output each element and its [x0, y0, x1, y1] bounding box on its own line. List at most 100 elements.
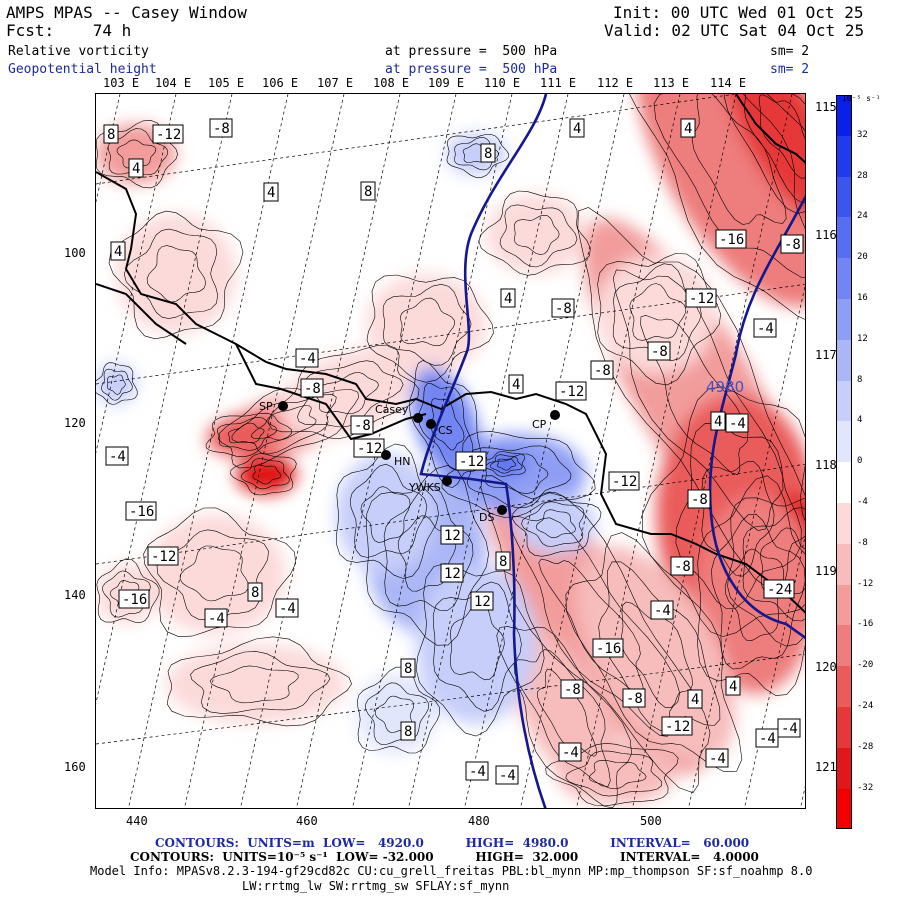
contour-label-box: -16: [125, 501, 157, 521]
vorticity-contour: [179, 545, 249, 602]
contour-label-text: -8: [213, 121, 230, 137]
contour-label-text: -24: [767, 582, 792, 598]
contour-label-box: -12: [685, 288, 717, 308]
contour-label-box: 8: [360, 181, 376, 201]
contour-label-text: 8: [107, 127, 115, 143]
vorticity-contour: [205, 412, 292, 458]
contour-label-box: -4: [650, 600, 674, 620]
contour-label-text: -4: [299, 351, 316, 367]
contour-label-text: -8: [594, 363, 611, 379]
contour-label-box: -12: [661, 716, 693, 736]
label-box-frame: [465, 761, 489, 781]
label-box-frame: [608, 471, 640, 491]
vorticity-anomaly: [236, 454, 296, 494]
vorticity-contour: [267, 344, 420, 440]
station-label: DS: [479, 511, 494, 524]
vorticity-contour: [96, 362, 138, 405]
top-lon-label: 109 E: [428, 76, 465, 90]
x-tick-label: 460: [296, 814, 318, 828]
label-box-frame: [777, 718, 801, 738]
vorticity-contour: [588, 759, 647, 790]
vorticity-contour: [758, 94, 805, 179]
station-markers: SP Casey CS HN YWKS DS CP: [259, 400, 560, 524]
label-box-frame: [500, 288, 516, 308]
colorbar-label: 4: [857, 415, 863, 426]
contour-label-box: -8: [209, 118, 233, 138]
contour-label-text: -8: [555, 301, 572, 317]
contour-label-box: -8: [670, 556, 694, 576]
contour-label-text: 4: [114, 244, 122, 260]
vorticity-contour: [612, 263, 702, 362]
vorticity-contour: [431, 398, 465, 451]
contour-label-box: 8: [480, 143, 496, 163]
vorticity-contour: [697, 475, 805, 696]
contour-label-box: -12: [353, 438, 385, 458]
meridian-line: [240, 94, 401, 808]
label-box-frame: [687, 489, 711, 509]
colorbar-label: 16: [857, 293, 868, 303]
vorticity-contour: [535, 509, 576, 539]
contour-label-box: -16: [118, 589, 150, 609]
contour-label-box: -8: [551, 298, 575, 318]
colorbar-swatch: [836, 176, 852, 218]
label-box-frame: [204, 608, 228, 628]
station-label: SP: [259, 400, 273, 413]
colorbar-label: 12: [857, 333, 868, 344]
label-box-frame: [753, 318, 777, 338]
contour-labels: 8 -12 -844 884 4-16-12-8-4-84-4-8-8-44-8-44-…: [103, 118, 804, 785]
meridian-line: [352, 94, 513, 808]
vorticity-contour: [496, 626, 632, 808]
label-box-frame: [725, 676, 741, 696]
field2-smooth: sm= 2: [770, 62, 810, 77]
colorbar-swatch: [836, 217, 852, 259]
contour-label-text: 4: [504, 291, 512, 307]
vorticity-contour: [466, 445, 572, 508]
vorticity-anomaly: [336, 454, 436, 574]
colorbar-swatch: [836, 421, 852, 463]
label-box-frame: [710, 411, 726, 431]
contour-label-text: -8: [691, 492, 708, 508]
contour-label-box: 4: [508, 374, 524, 394]
lat-lon-grid: [96, 94, 805, 808]
contour-label-box: -8: [687, 489, 711, 509]
station-marker: [426, 419, 436, 429]
coastline-ne: [735, 94, 805, 164]
valid-time: Valid: 02 UTC Sat 04 Oct 25: [604, 21, 865, 40]
contour-label-text: -4: [757, 321, 774, 337]
contour-label-box: -8: [590, 360, 614, 380]
contour-label-box: -8: [350, 415, 374, 435]
meridian-line: [464, 94, 625, 808]
label-box-frame: [560, 679, 584, 699]
footer-vorticity-contours: CONTOURS: UNITS=10⁻⁵ s⁻¹ LOW= -32.000 HI…: [130, 850, 759, 864]
vorticity-contour: [701, 461, 775, 577]
top-lon-label: 112 E: [597, 76, 634, 90]
contour-label-text: -8: [674, 559, 691, 575]
station-marker: [381, 450, 391, 460]
contour-label-text: -4: [729, 416, 746, 432]
label-box-frame: [353, 438, 385, 458]
contour-label-text: -12: [357, 441, 382, 457]
contour-label-text: -4: [109, 449, 126, 465]
colorbar-swatch: [836, 625, 852, 667]
init-time: Init: 00 UTC Wed 01 Oct 25: [613, 3, 864, 22]
colorbar-label: 32: [857, 129, 868, 140]
vorticity-contour: [107, 128, 168, 176]
colorbar-label: 28: [857, 170, 868, 181]
contour-label-box: 4: [110, 241, 126, 261]
contour-label-text: -8: [304, 381, 321, 397]
contour-label-box: -4: [753, 318, 777, 338]
footer-height-contours: CONTOURS: UNITS=m LOW= 4920.0 HIGH= 4980…: [155, 836, 750, 850]
field2-pressure: at pressure = 500 hPa: [385, 62, 558, 77]
colorbar-label: 24: [857, 211, 868, 222]
label-box-frame: [725, 413, 749, 433]
field1-name: Relative vorticity: [8, 44, 149, 59]
contour-label-box: -12: [152, 124, 184, 144]
contour-label-text: 8: [484, 146, 492, 162]
label-box-frame: [715, 229, 747, 249]
contour-label-box: -8: [647, 341, 671, 361]
map-canvas: 4980 8 -12 -844 884 4-16-12-8-4-84-4-8-8-44-…: [96, 94, 805, 808]
vorticity-contour: [597, 253, 721, 386]
contour-label-box: -4: [558, 742, 582, 762]
label-box-frame: [670, 556, 694, 576]
contour-label-box: -12: [555, 381, 587, 401]
